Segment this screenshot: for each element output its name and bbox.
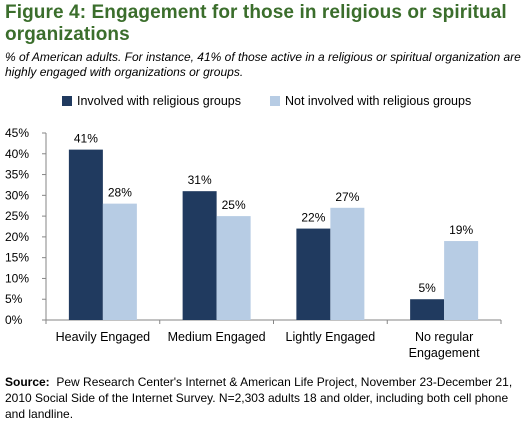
category-label: No regular (415, 330, 473, 344)
bar-involved (410, 299, 445, 320)
legend-swatch-not-involved (270, 96, 280, 106)
bar-involved (296, 228, 331, 320)
category-label: Medium Engaged (168, 330, 266, 344)
bar-chart: 0% 5% 10% 15% 20% 25% 30% 35% 40% 45% 41% 28% Heavil… (5, 126, 502, 360)
source-label: Source: (5, 375, 50, 389)
legend: Involved with religious groups Not invol… (0, 94, 526, 114)
data-label: 5% (418, 281, 436, 295)
data-label: 28% (108, 186, 132, 200)
legend-swatch-involved (62, 96, 72, 106)
legend-label-involved: Involved with religious groups (77, 94, 241, 108)
y-tick-label: 45% (5, 126, 29, 140)
source-text: Pew Research Center's Internet & America… (5, 375, 513, 421)
y-tick-label: 30% (5, 188, 29, 202)
y-tick-label: 40% (5, 147, 29, 161)
y-tick-label: 10% (5, 271, 29, 285)
y-tick-label: 25% (5, 209, 29, 223)
data-label: 27% (335, 190, 359, 204)
category-label: Engagement (409, 346, 480, 360)
data-label: 25% (222, 198, 246, 212)
y-tick-label: 15% (5, 251, 29, 265)
category-label: Heavily Engaged (56, 330, 151, 344)
category-label: Lightly Engaged (286, 330, 376, 344)
bar-involved (68, 149, 103, 320)
bar-not-involved (102, 203, 137, 320)
bar-not-involved (330, 207, 365, 320)
data-label: 31% (188, 173, 212, 187)
legend-label-not-involved: Not involved with religious groups (285, 94, 472, 108)
chart-title: Figure 4: Engagement for those in religi… (5, 2, 507, 45)
legend-item-not-involved: Not involved with religious groups (270, 94, 471, 108)
data-label: 41% (74, 132, 98, 146)
chart-subtitle: % of American adults. For instance, 41% … (5, 50, 521, 79)
legend-item-involved: Involved with religious groups (62, 94, 241, 108)
source-note: Source: Pew Research Center's Internet &… (5, 374, 521, 422)
y-tick-label: 5% (5, 292, 23, 306)
data-label: 22% (301, 211, 325, 225)
y-tick-label: 35% (5, 168, 29, 182)
y-tick-label: 20% (5, 230, 29, 244)
data-label: 19% (449, 223, 473, 237)
y-tick-label: 0% (5, 313, 23, 327)
bar-involved (182, 191, 217, 320)
bar-not-involved (444, 241, 479, 320)
bar-not-involved (216, 216, 251, 320)
